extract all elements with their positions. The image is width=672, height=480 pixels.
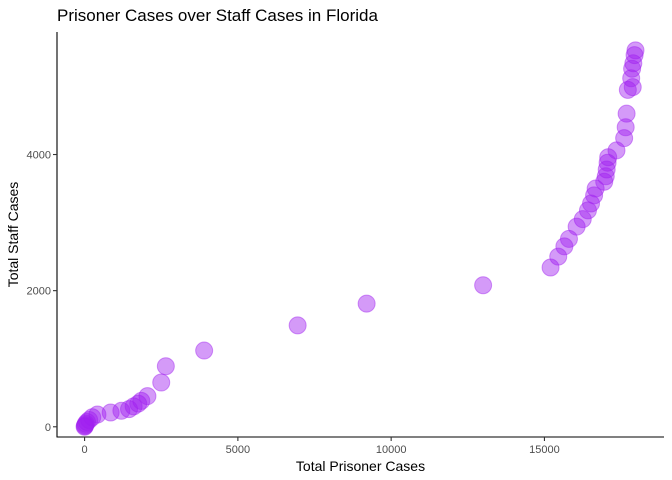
data-point (101, 403, 120, 422)
data-point (549, 247, 568, 266)
data-point (598, 153, 617, 172)
data-point (75, 417, 94, 436)
data-point (80, 410, 99, 429)
data-point (607, 141, 626, 160)
data-point (75, 417, 94, 436)
x-tick-label: 15000 (529, 444, 560, 456)
data-point (599, 148, 618, 167)
data-point (357, 294, 376, 313)
data-point (573, 210, 592, 229)
data-points (75, 41, 645, 436)
data-point (625, 46, 644, 65)
data-point (195, 341, 214, 360)
data-point (616, 118, 635, 137)
x-axis-title: Total Prisoner Cases (296, 458, 425, 474)
data-point (595, 172, 614, 191)
data-point (129, 394, 148, 413)
data-point (541, 258, 560, 277)
data-point (555, 237, 574, 256)
data-point (596, 167, 615, 186)
data-point (76, 416, 95, 435)
y-axis-ticks: 0 2000 4000 (27, 150, 57, 434)
data-point (578, 201, 597, 220)
data-point (83, 408, 102, 427)
data-point (112, 401, 131, 420)
data-point (138, 387, 157, 406)
data-point (152, 373, 171, 392)
data-point (617, 104, 636, 123)
y-tick-label: 4000 (27, 150, 51, 162)
data-point (288, 316, 307, 335)
data-point (567, 217, 586, 236)
data-point (626, 41, 645, 60)
data-point (622, 69, 641, 88)
x-tick-label: 5000 (226, 444, 250, 456)
x-tick-label: 0 (82, 444, 88, 456)
data-point (585, 186, 604, 205)
chart-title: Prisoner Cases over Staff Cases in Flori… (57, 6, 378, 25)
data-point (615, 129, 634, 148)
data-point (586, 179, 605, 198)
y-tick-label: 2000 (27, 286, 51, 298)
data-point (624, 54, 643, 73)
y-axis-title: Total Staff Cases (5, 182, 21, 288)
data-point (120, 400, 139, 419)
data-point (474, 276, 493, 295)
data-point (132, 391, 151, 410)
data-point (124, 397, 143, 416)
data-point (618, 80, 637, 99)
data-point (76, 414, 95, 433)
y-tick-label: 0 (45, 422, 51, 434)
data-point (88, 405, 107, 424)
data-point (156, 357, 175, 376)
data-point (582, 194, 601, 213)
x-axis-ticks: 0 5000 10000 15000 (82, 437, 560, 456)
data-point (597, 160, 616, 179)
x-tick-label: 10000 (376, 444, 407, 456)
data-point (623, 59, 642, 78)
data-point (78, 413, 97, 432)
data-point (559, 229, 578, 248)
data-point (623, 78, 642, 97)
